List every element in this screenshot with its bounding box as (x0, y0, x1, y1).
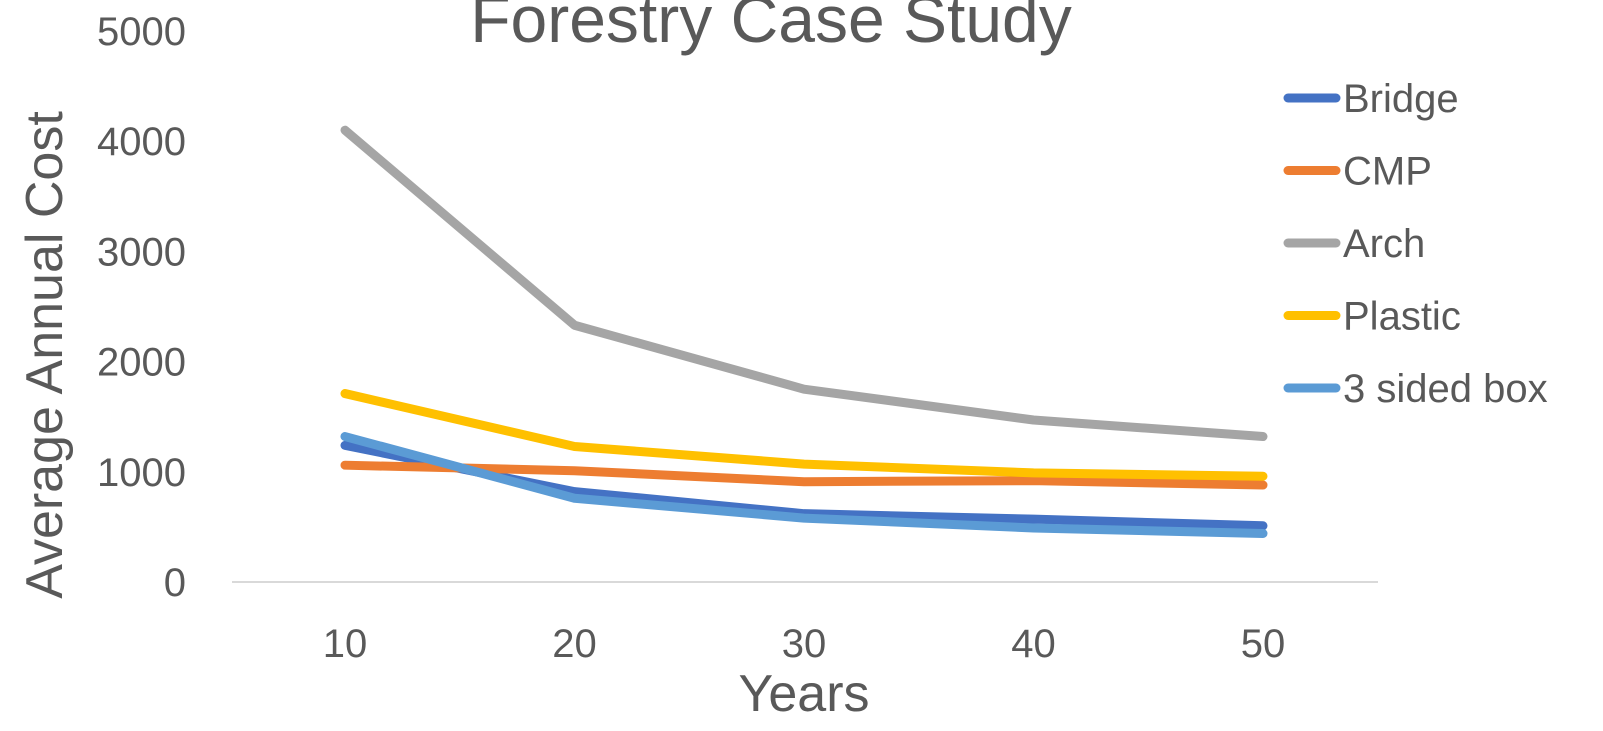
x-tick-label: 30 (782, 622, 827, 666)
series-lines (340, 125, 1268, 539)
legend: Bridge CMP Arch Plastic 3 sided box (1283, 77, 1548, 411)
series-line-plastic (340, 389, 1268, 481)
series-line-arch (340, 125, 1268, 442)
y-axis-title: Average Annual Cost (16, 111, 74, 599)
legend-label: Bridge (1343, 77, 1459, 121)
y-tick-label: 0 (164, 561, 186, 605)
series-line-3-sided-box (340, 432, 1268, 539)
series-line-cmp (340, 460, 1268, 490)
legend-label: Arch (1343, 222, 1425, 266)
y-tick-label: 3000 (97, 230, 186, 274)
x-tick-label: 10 (323, 622, 368, 666)
legend-label: 3 sided box (1343, 367, 1548, 411)
chart-title: Forestry Case Study (470, 0, 1072, 56)
x-tick-labels: 10 20 30 40 50 (323, 622, 1286, 666)
x-tick-label: 50 (1241, 622, 1286, 666)
legend-label: Plastic (1343, 295, 1461, 339)
x-tick-label: 40 (1011, 622, 1056, 666)
y-tick-label: 5000 (97, 10, 186, 54)
legend-label: CMP (1343, 150, 1432, 194)
y-tick-label: 1000 (97, 451, 186, 495)
y-tick-label: 2000 (97, 341, 186, 385)
x-tick-label: 20 (552, 622, 597, 666)
x-axis-title: Years (738, 665, 869, 723)
y-tick-labels: 0 1000 2000 3000 4000 5000 (97, 10, 186, 605)
y-tick-label: 4000 (97, 120, 186, 164)
